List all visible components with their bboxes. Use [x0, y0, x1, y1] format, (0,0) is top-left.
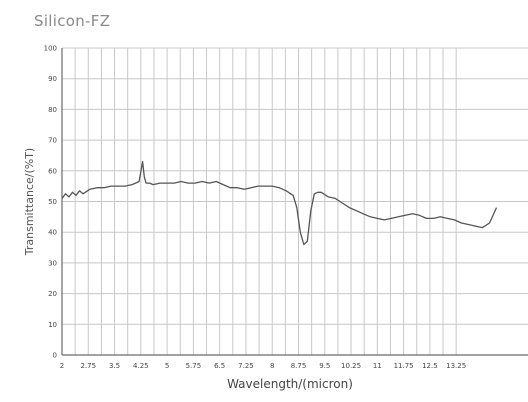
x-tick-label: 3.5 — [109, 362, 120, 370]
x-tick-label: 11.75 — [394, 362, 414, 370]
x-tick-label: 9.5 — [319, 362, 330, 370]
x-tick-label: 12.5 — [422, 362, 438, 370]
x-tick-label: 2.75 — [80, 362, 96, 370]
x-tick-label: 8.75 — [291, 362, 307, 370]
x-tick-label: 11 — [373, 362, 382, 370]
y-tick-label: 60 — [48, 167, 57, 175]
y-tick-label: 10 — [48, 321, 57, 329]
chart-title: Silicon-FZ — [34, 12, 111, 30]
x-axis-label: Wavelength/(micron) — [227, 377, 353, 391]
y-tick-label: 100 — [44, 45, 57, 53]
y-tick-label: 30 — [48, 259, 57, 267]
series-line — [61, 160, 498, 246]
y-tick-label: 50 — [48, 198, 57, 206]
x-tick-label: 5 — [165, 362, 169, 370]
y-tick-label: 20 — [48, 290, 57, 298]
x-tick-label: 5.75 — [186, 362, 202, 370]
x-tick-label: 13.25 — [446, 362, 466, 370]
x-tick-label: 6.5 — [214, 362, 225, 370]
y-tick-label: 40 — [48, 229, 57, 237]
y-tick-label: 80 — [48, 106, 57, 114]
x-tick-label: 7.25 — [238, 362, 254, 370]
y-tick-label: 0 — [53, 352, 57, 360]
x-tick-label: 4.25 — [133, 362, 149, 370]
y-axis-label: Transmittance/(%T) — [23, 148, 36, 256]
x-tick-label: 10.25 — [341, 362, 361, 370]
x-tick-label: 8 — [270, 362, 274, 370]
y-tick-label: 70 — [48, 137, 57, 145]
x-tick-label: 2 — [60, 362, 64, 370]
y-tick-label: 90 — [48, 75, 57, 83]
